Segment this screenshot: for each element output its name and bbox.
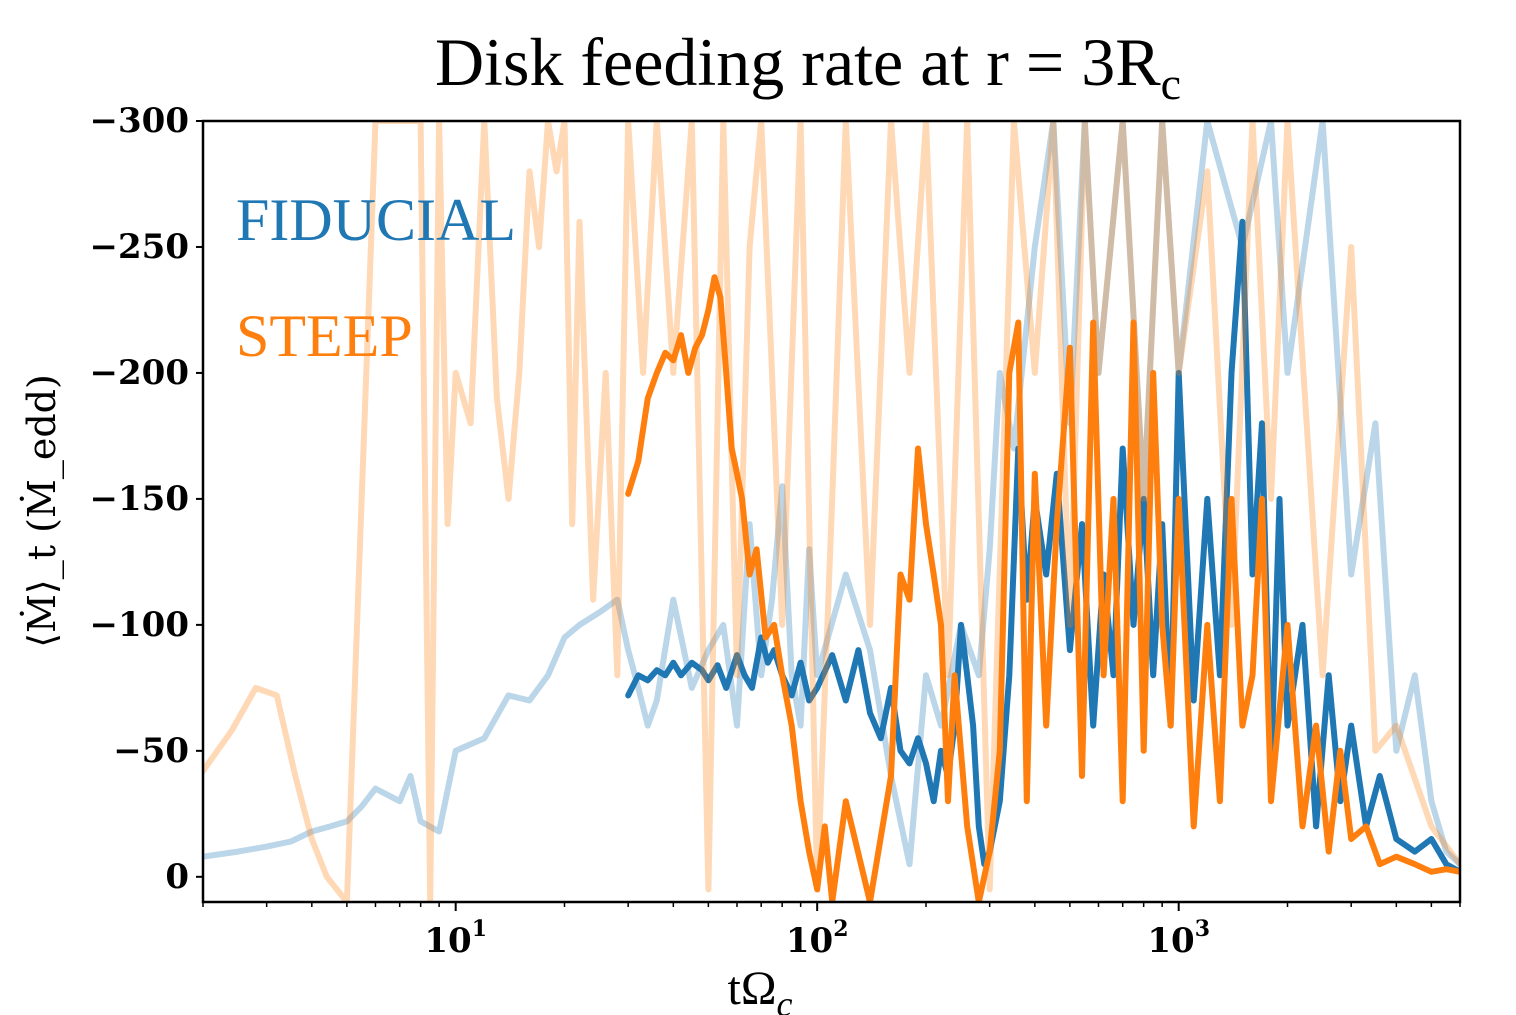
x-tick-label: 103: [1147, 916, 1210, 961]
y-tick-label: −100: [90, 605, 189, 645]
legend-steep: STEEP: [236, 303, 413, 369]
chart-title: Disk feeding rate at r = 3Rc: [435, 24, 1181, 109]
series-line-steep: [625, 274, 1460, 902]
y-tick-label: 0: [165, 857, 189, 897]
plot-area-frame: [201, 119, 1462, 904]
y-tick-label: −300: [90, 101, 189, 141]
y-tick-label: −200: [90, 353, 189, 393]
x-tick-label: 102: [786, 916, 849, 961]
series-line-fiducial-raw: [203, 121, 1460, 868]
x-axis-label: tΩc: [728, 962, 793, 1015]
y-tick-label: −250: [90, 227, 189, 267]
x-tick-label: 101: [424, 916, 487, 961]
legend-fiducial: FIDUCIAL: [236, 187, 516, 253]
y-tick-label: −50: [113, 731, 189, 771]
y-axis-label: ⟨Ṁ⟩_t (Ṁ_edd): [20, 374, 65, 648]
y-tick-label: −150: [90, 479, 189, 519]
